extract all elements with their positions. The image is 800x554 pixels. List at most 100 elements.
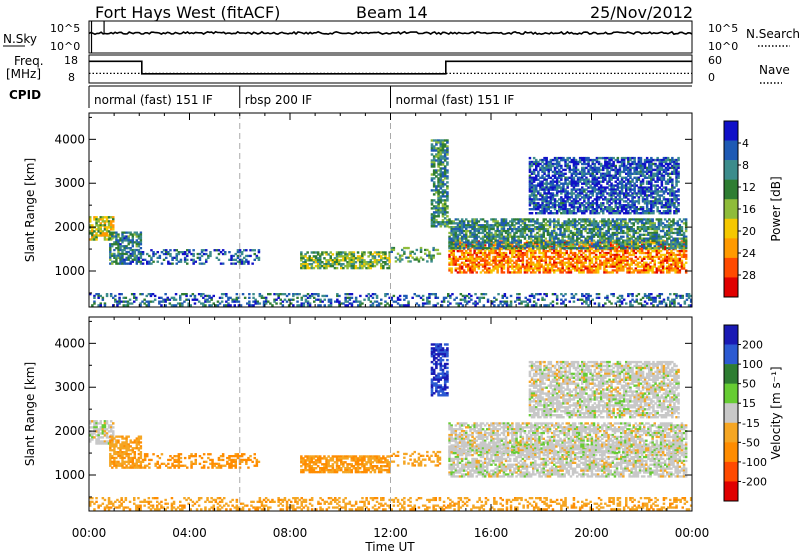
power-echo-cell [666,267,669,270]
power-echo-cell [371,257,375,260]
power-echo-cell [443,225,447,228]
power-echo-cell [609,253,612,257]
power-echo-cell [300,264,303,268]
power-echo-cell [651,220,654,223]
power-echo-cell [382,251,385,254]
power-echo-cell [525,245,529,248]
power-echo-cell [574,196,578,199]
power-echo-cell [532,204,536,207]
power-echo-cell [435,169,438,172]
power-echo-cell [608,156,611,160]
power-echo-cell [541,200,544,203]
power-echo-cell [411,256,414,259]
power-echo-cell [539,176,542,179]
power-echo-cell [509,251,512,255]
power-echo-cell [473,263,476,266]
power-echo-cell [403,250,406,253]
power-echo-cell [450,226,453,229]
power-echo-cell [517,237,520,240]
power-echo-cell [581,168,584,172]
power-echo-cell [479,227,483,231]
power-echo-cell [578,250,581,253]
power-echo-cell [562,204,565,207]
power-echo-cell [490,243,493,246]
power-echo-cell [602,164,605,168]
power-echo-cell [93,216,96,219]
power-echo-cell [624,259,627,262]
power-echo-cell [333,266,337,270]
power-echo-cell [502,255,506,259]
power-echo-cell [335,261,339,264]
power-echo-cell [534,257,537,260]
power-echo-cell [469,253,472,257]
power-echo-cell [515,222,518,225]
power-echo-cell [595,170,599,174]
power-echo-cell [500,235,504,238]
power-echo-cell [543,208,546,211]
power-echo-cell [506,233,510,236]
power-echo-cell [608,198,611,201]
power-echo-cell [636,247,640,250]
power-echo-cell [615,231,619,235]
power-echo-cell [230,254,233,258]
power-echo-cell [498,259,501,262]
power-echo-cell [603,251,606,255]
power-echo-cell [645,229,648,233]
power-echo-cell [500,271,504,274]
power-echo-cell [635,192,638,195]
power-echo-cell [605,261,608,264]
power-echo-cell [555,257,558,260]
power-echo-cell [557,251,560,255]
power-echo-cell [513,269,516,272]
power-echo-cell [548,250,552,253]
power-echo-cell [131,235,134,238]
power-echo-cell [496,253,499,257]
power-echo-cell [377,259,381,262]
power-echo-cell [628,245,631,248]
power-echo-cell [532,168,536,172]
power-echo-cell [439,185,443,188]
power-echo-cell [469,251,472,255]
power-echo-cell [587,180,590,183]
power-echo-cell [300,266,303,270]
power-echo-cell [569,250,573,253]
power-echo-cell [555,261,558,264]
power-echo-cell [649,247,652,250]
power-echo-cell [115,237,118,240]
power-echo-cell [125,250,128,254]
power-echo-cell [456,224,460,227]
power-echo-cell [123,231,126,234]
power-echo-cell [488,233,491,236]
power-echo-cell [591,182,594,185]
power-echo-cell [439,173,443,176]
power-echo-cell [127,237,130,240]
power-echo-cell [560,200,563,203]
power-echo-cell [358,264,362,268]
power-echo-cell [606,180,609,183]
power-echo-cell [625,192,628,195]
power-echo-cell [650,180,653,183]
power-echo-cell [553,235,556,238]
power-echo-cell [549,212,553,215]
power-echo-cell [581,176,584,179]
power-echo-cell [446,223,449,226]
power-echo-cell [637,202,641,205]
power-echo-cell [483,250,487,253]
power-echo-cell [626,267,629,270]
power-echo-cell [584,220,587,223]
power-echo-cell [648,180,651,183]
power-echo-cell [670,227,673,231]
power-echo-cell [599,196,603,199]
power-echo-cell [650,182,653,185]
power-echo-cell [585,176,588,179]
power-echo-cell [643,190,647,193]
power-echo-cell [521,222,525,225]
power-echo-cell [509,245,512,248]
power-echo-cell [576,269,579,272]
power-echo-cell [583,180,586,183]
power-echo-cell [494,267,497,270]
power-echo-cell [626,231,629,235]
power-echo-cell [488,271,491,274]
power-echo-cell [597,156,601,160]
power-echo-cell [539,168,542,172]
